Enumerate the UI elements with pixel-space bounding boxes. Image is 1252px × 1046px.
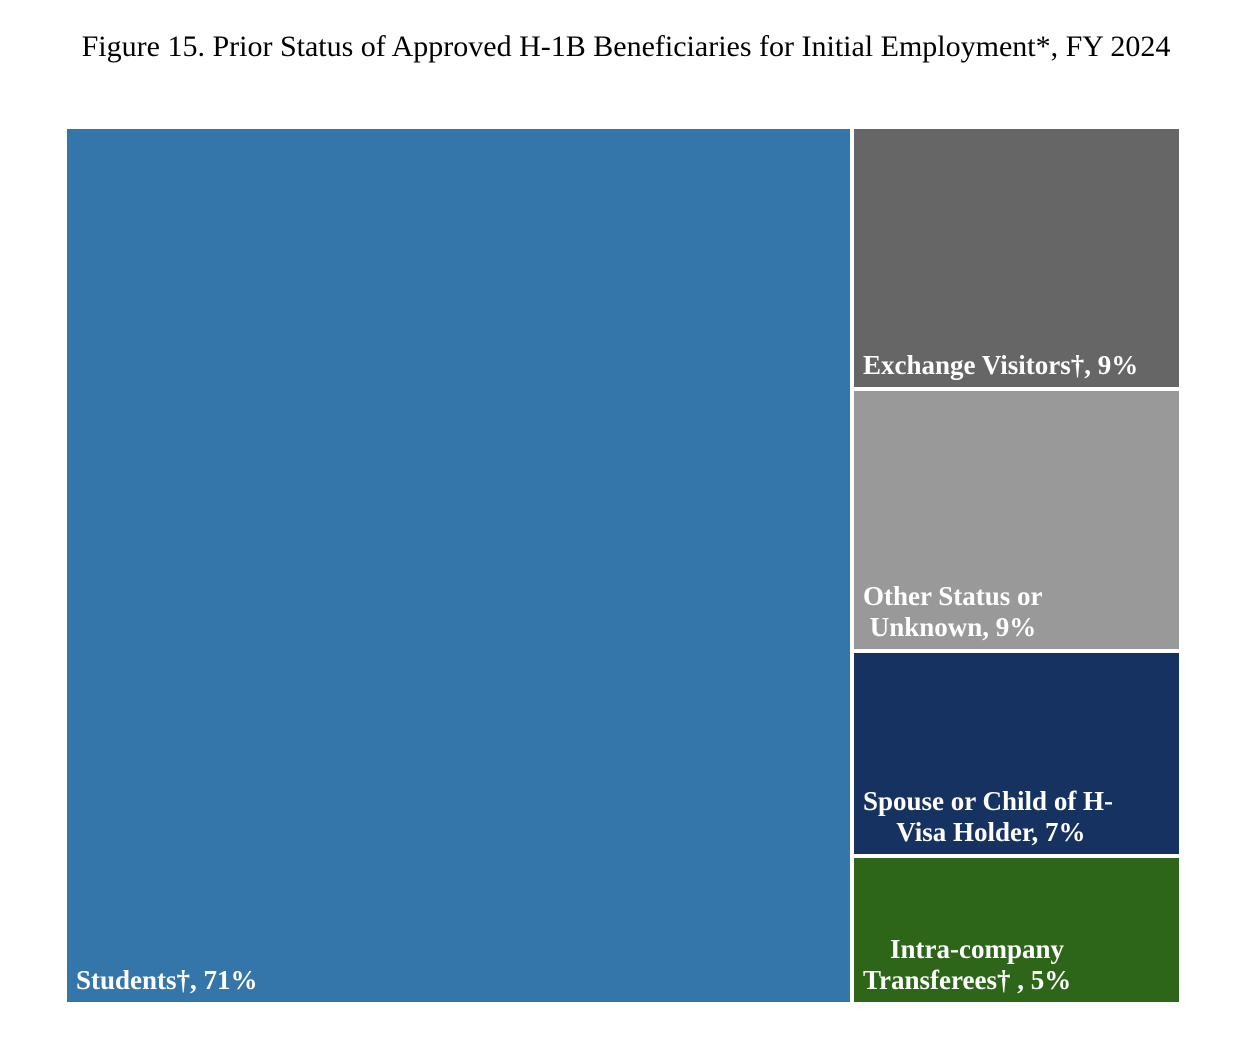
tile-exchange-visitors: Exchange Visitors†, 9% <box>854 129 1179 387</box>
tile-students: Students†, 71% <box>67 129 850 1002</box>
label-line: Exchange Visitors†, 9% <box>863 350 1139 380</box>
tile-label-students: Students†, 71% <box>76 965 258 996</box>
label-line: Intra-company <box>863 934 1064 964</box>
label-line: Visa Holder, 7% <box>863 817 1086 847</box>
chart-title: Figure 15. Prior Status of Approved H-1B… <box>81 30 1171 63</box>
label-line: Transferees† , 5% <box>863 965 1072 995</box>
tile-label-spouse-child: Spouse or Child of H- Visa Holder, 7% <box>863 786 1113 848</box>
label-line: Students†, 71% <box>76 965 258 995</box>
label-line: Other Status or <box>863 581 1043 611</box>
tile-other-status: Other Status or Unknown, 9% <box>854 391 1179 649</box>
tile-label-intra-company: Intra-company Transferees† , 5% <box>863 934 1071 996</box>
label-line: Spouse or Child of H- <box>863 786 1114 816</box>
tile-intra-company: Intra-company Transferees† , 5% <box>854 858 1179 1002</box>
tile-spouse-child: Spouse or Child of H- Visa Holder, 7% <box>854 653 1179 854</box>
tile-label-other-status: Other Status or Unknown, 9% <box>863 581 1043 643</box>
tile-label-exchange-visitors: Exchange Visitors†, 9% <box>863 350 1138 381</box>
label-line: Unknown, 9% <box>863 612 1037 642</box>
treemap-chart: Students†, 71% Exchange Visitors†, 9% Ot… <box>67 129 1179 1002</box>
